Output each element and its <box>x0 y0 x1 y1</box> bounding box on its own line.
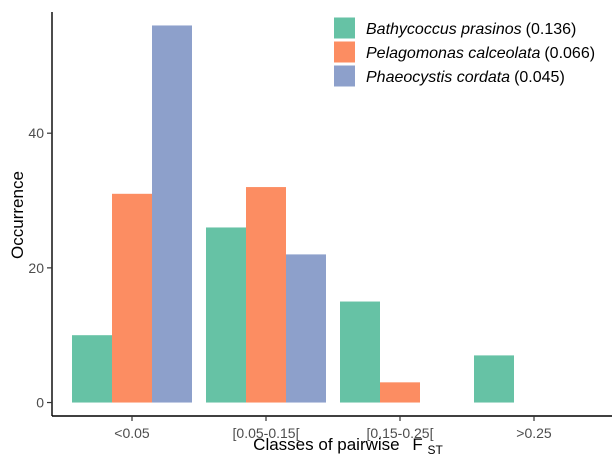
bar-bathycoccus-prasinos-1 <box>206 227 246 403</box>
bar-pelagomonas-calceolata-2 <box>380 382 420 403</box>
legend-label: Phaeocystis cordata (0.045) <box>366 69 565 86</box>
legend-label: Pelagomonas calceolata (0.066) <box>366 45 595 62</box>
y-tick-label: 20 <box>28 260 44 276</box>
x-axis-title-symbol: F <box>412 435 422 454</box>
x-tick-label: >0.25 <box>516 425 552 441</box>
legend: Bathycoccus prasinos (0.136) Pelagomonas c… <box>334 17 595 87</box>
x-axis-title-text: Classes of pairwise <box>253 435 399 454</box>
x-tick-label: [0.05-0.15[ <box>233 425 300 441</box>
x-ticks-group: <0.05 [0.05-0.15[ [0.15-0.25[ >0.25 <box>114 416 552 441</box>
legend-fst-value: (0.066) <box>544 45 595 62</box>
y-tick-label: 0 <box>36 395 44 411</box>
bar-pelagomonas-calceolata-1 <box>246 187 286 403</box>
x-tick-label: [0.15-0.25[ <box>367 425 434 441</box>
bars-group <box>72 25 514 403</box>
legend-swatch <box>334 65 355 87</box>
bar-phaeocystis-cordata-0 <box>152 25 192 403</box>
bar-bathycoccus-prasinos-3 <box>474 355 514 403</box>
legend-fst-value: (0.045) <box>514 69 565 86</box>
legend-species-name: Pelagomonas calceolata <box>366 45 540 62</box>
x-axis-title: Classes of pairwise F ST <box>253 435 443 457</box>
bar-phaeocystis-cordata-1 <box>286 254 326 403</box>
legend-swatch <box>334 17 355 39</box>
legend-fst-value: (0.136) <box>526 21 577 38</box>
x-axis-title-subscript: ST <box>427 443 443 457</box>
y-tick-label: 40 <box>28 125 44 141</box>
y-ticks-group: 0 20 40 <box>28 125 52 411</box>
legend-species-name: Bathycoccus prasinos <box>366 21 522 38</box>
legend-swatch <box>334 41 355 63</box>
y-axis-title: Occurrence <box>8 171 27 259</box>
bar-bathycoccus-prasinos-0 <box>72 335 112 403</box>
bar-bathycoccus-prasinos-2 <box>340 301 380 403</box>
bar-pelagomonas-calceolata-0 <box>112 193 152 403</box>
x-tick-label: <0.05 <box>114 425 150 441</box>
legend-species-name: Phaeocystis cordata <box>366 69 510 86</box>
legend-label: Bathycoccus prasinos (0.136) <box>366 21 576 38</box>
